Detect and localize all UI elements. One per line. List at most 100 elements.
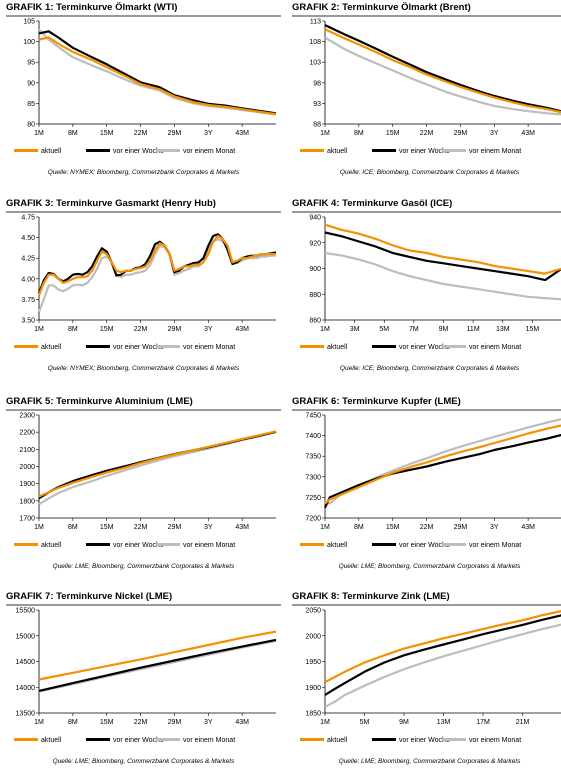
y-tick-label: 3.75 [21,297,35,304]
y-tick-label: 1900 [305,685,321,692]
series-line-aktuell [324,28,561,114]
y-tick-label: 7300 [305,474,321,481]
chart-title: GRAFIK 5: Terminkurve Aluminium (LME) [6,395,281,411]
x-tick-label: 15M [100,524,114,531]
chart-title: GRAFIK 8: Terminkurve Zink (LME) [292,590,561,606]
line-chart: 7200 7250 7300 7350 7400 7450 1M 8M 15M 22M 29M 3Y 4… [300,413,561,549]
line-chart: 13500 14000 14500 15000 15500 1M 8M 15M 22M 29M 3Y… [14,608,277,744]
y-tick-label: 14500 [16,659,36,666]
x-tick-label: 11M [467,326,480,333]
x-tick-label: 15M [386,524,400,531]
y-tick-label: 103 [309,60,321,67]
x-tick-label: 5M [360,719,370,726]
x-tick-label: 1M [320,326,330,333]
x-tick-label: 43M [521,524,535,531]
legend-label: vor einer Woche [399,148,450,155]
line-chart: 88 93 98 103 108 113 1M 8M 15M 22M 29M 3Y 43M aktuell… [300,19,561,155]
series-line-vor-einem-monat [38,430,277,506]
x-tick-label: 22M [134,524,148,531]
y-tick-label: 940 [309,215,321,222]
x-tick-label: 1M [34,524,44,531]
x-tick-label: 1M [320,524,330,531]
y-tick-label: 105 [23,19,35,26]
chart-source: Quelle: NYMEX; Bloomberg, Commerzbank Co… [47,169,240,176]
y-tick-label: 7250 [305,495,321,502]
x-tick-label: 9M [439,326,449,333]
y-tick-label: 2200 [19,430,35,437]
x-tick-label: 15M [100,326,114,333]
series-line-aktuell [324,610,561,684]
legend-label: vor einem Monat [183,737,235,744]
chart-title: GRAFIK 1: Terminkurve Ölmarkt (WTI) [6,1,281,17]
x-tick-label: 43M [235,326,249,333]
line-chart: 1850 1900 1950 2000 2050 1M 5M 9M 13M 17M 21M aktue… [300,608,561,744]
x-tick-label: 9M [399,719,409,726]
x-tick-label: 8M [68,130,78,137]
legend-label: vor einer Woche [113,542,164,549]
series-line-aktuell [37,234,276,296]
y-tick-label: 93 [313,101,321,108]
legend-label: vor einem Monat [469,542,521,549]
series-line-vor-einer-woche [37,233,277,294]
legend-label: aktuell [41,542,62,549]
line-chart: 3.50 3.75 4.00 4.25 4.50 4.75 1M 8M 15M 22M 29M 3Y 4… [14,215,277,351]
x-tick-label: 3Y [490,524,499,531]
chart-source: Quelle: ICE; Bloomberg, Commerzbank Corp… [339,365,520,372]
legend-label: vor einer Woche [399,542,450,549]
y-tick-label: 2000 [19,464,35,471]
x-tick-label: 3Y [204,524,213,531]
chart-title: GRAFIK 7: Terminkurve Nickel (LME) [6,590,281,606]
legend-label: vor einem Monat [183,344,235,351]
x-tick-label: 22M [134,326,148,333]
chart-panel-4: GRAFIK 4: Terminkurve Gasöl (ICE) 860 880 9… [292,197,561,379]
line-chart: 1700 1800 1900 2000 2100 2200 2300 1M 8M 15M 22M 29… [14,413,277,549]
legend-label: vor einem Monat [469,737,521,744]
x-tick-label: 3Y [204,130,213,137]
x-tick-label: 8M [68,719,78,726]
y-tick-label: 80 [27,122,35,129]
series-line-aktuell [38,630,277,681]
y-tick-label: 113 [310,19,321,26]
series-line-vor-einer-woche [324,614,561,696]
x-tick-label: 15M [100,130,114,137]
x-tick-label: 29M [168,130,182,137]
y-tick-label: 4.00 [21,276,35,283]
x-tick-label: 3Y [204,719,213,726]
chart-title: GRAFIK 3: Terminkurve Gasmarkt (Henry Hu… [6,197,281,213]
y-tick-label: 88 [313,122,321,129]
x-tick-label: 22M [420,130,434,137]
chart-source: Quelle: LME; Bloomberg, Commerzbank Corp… [338,563,521,570]
x-tick-label: 8M [68,524,78,531]
series-line-vor-einem-monat [38,28,277,116]
legend-label: vor einer Woche [399,737,450,744]
series-line-vor-einer-woche [38,638,277,692]
x-tick-label: 43M [521,130,535,137]
y-tick-label: 880 [309,292,321,299]
x-tick-label: 1M [34,130,44,137]
x-tick-label: 13M [496,326,510,333]
legend-label: vor einer Woche [113,148,164,155]
x-tick-label: 29M [168,719,182,726]
chart-panel-1: GRAFIK 1: Terminkurve Ölmarkt (WTI) 80 85 9… [6,1,281,183]
x-tick-label: 3Y [204,326,213,333]
series-line-vor-einem-monat [324,251,561,301]
x-tick-label: 22M [420,524,434,531]
line-chart: 860 880 900 920 940 1M 3M 5M 7M 9M 11M 13M 15M aktuel… [300,215,561,351]
y-tick-label: 108 [309,39,321,46]
chart-panel-2: GRAFIK 2: Terminkurve Ölmarkt (Brent) 88 9… [292,1,561,183]
line-chart: 80 85 90 95 100 105 1M 8M 15M 22M 29M 3Y 43M aktuell v… [14,19,277,155]
x-tick-label: 3M [350,326,360,333]
x-tick-label: 8M [68,326,78,333]
x-tick-label: 29M [168,326,182,333]
y-tick-label: 1950 [305,659,321,666]
y-tick-label: 860 [309,318,321,325]
x-tick-label: 43M [235,524,249,531]
series-line-aktuell [38,430,277,498]
y-tick-label: 2100 [19,447,35,454]
y-tick-label: 2050 [305,608,321,615]
x-tick-label: 17M [476,719,490,726]
y-tick-label: 2000 [305,633,321,640]
legend-label: vor einer Woche [399,344,450,351]
legend-label: vor einem Monat [469,148,521,155]
legend-label: aktuell [327,737,348,744]
